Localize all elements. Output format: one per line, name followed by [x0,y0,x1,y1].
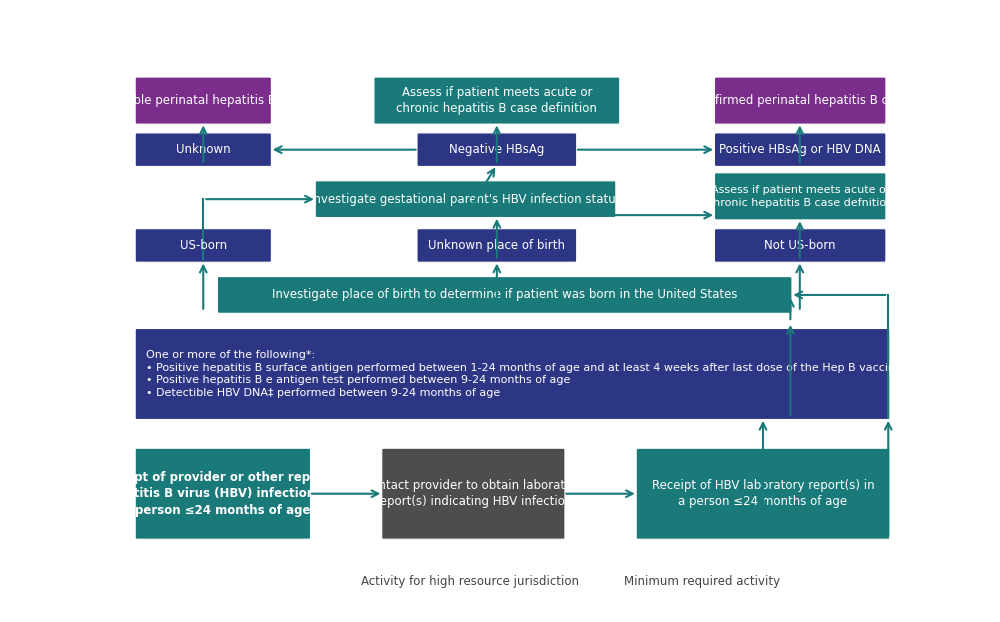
Text: Contact provider to obtain laboratory
report(s) indicating HBV infection: Contact provider to obtain laboratory re… [363,479,584,508]
Text: Receipt of HBV laboratory report(s) in
a person ≤24 months of age: Receipt of HBV laboratory report(s) in a… [652,479,874,508]
FancyBboxPatch shape [135,229,271,262]
Text: Assess if patient meets acute or
chronic hepatitis B case defnition: Assess if patient meets acute or chronic… [707,185,893,208]
Text: Investigate place of birth to determine if patient was born in the United States: Investigate place of birth to determine … [272,289,737,302]
FancyBboxPatch shape [417,133,577,167]
FancyBboxPatch shape [374,77,620,124]
Text: Positive HBsAg or HBV DNA: Positive HBsAg or HBV DNA [719,143,881,156]
Text: Probable perinatal hepatitis B case: Probable perinatal hepatitis B case [100,94,307,107]
Ellipse shape [599,573,621,590]
FancyBboxPatch shape [382,448,565,539]
Text: Not US-born: Not US-born [764,239,836,252]
Text: Unknown place of birth: Unknown place of birth [428,239,565,252]
Text: Confirmed perinatal hepatitis B case: Confirmed perinatal hepatitis B case [692,94,909,107]
FancyBboxPatch shape [714,77,886,124]
Text: US-born: US-born [180,239,227,252]
FancyBboxPatch shape [135,77,271,124]
FancyBboxPatch shape [135,328,890,419]
FancyBboxPatch shape [636,448,890,539]
FancyBboxPatch shape [135,133,271,167]
Text: Negative HBsAg: Negative HBsAg [449,143,545,156]
FancyBboxPatch shape [315,181,616,218]
Text: One or more of the following*:
• Positive hepatitis B surface antigen performed : One or more of the following*: • Positiv… [146,350,908,398]
FancyBboxPatch shape [714,133,886,167]
Text: Investigate gestational parent's HBV infection status: Investigate gestational parent's HBV inf… [310,193,621,206]
FancyBboxPatch shape [714,229,886,262]
FancyBboxPatch shape [217,277,792,313]
Text: Activity for high resource jurisdiction: Activity for high resource jurisdiction [361,575,579,588]
Text: Minimum required activity: Minimum required activity [624,575,780,588]
FancyBboxPatch shape [417,229,577,262]
FancyBboxPatch shape [714,173,886,220]
FancyBboxPatch shape [135,448,311,539]
Text: Receipt of provider or other report of
hepatitis B virus (HBV) infection in a
pe: Receipt of provider or other report of h… [98,471,347,517]
Text: Assess if patient meets acute or
chronic hepatitis B case definition: Assess if patient meets acute or chronic… [396,86,597,115]
Text: Unknown: Unknown [176,143,231,156]
Ellipse shape [337,573,359,590]
